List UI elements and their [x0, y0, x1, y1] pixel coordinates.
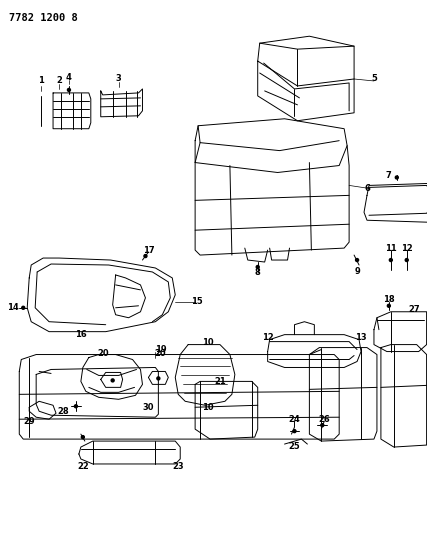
Circle shape	[68, 88, 71, 92]
Text: 9: 9	[354, 268, 360, 277]
Circle shape	[395, 176, 398, 179]
Text: 1: 1	[38, 76, 44, 85]
Text: 17: 17	[143, 246, 154, 255]
Text: 12: 12	[262, 333, 273, 342]
Text: 3: 3	[116, 75, 122, 84]
Text: 2: 2	[56, 76, 62, 85]
Text: 18: 18	[383, 295, 395, 304]
Text: 21: 21	[214, 377, 226, 386]
Circle shape	[111, 379, 114, 382]
Text: 24: 24	[288, 415, 300, 424]
Circle shape	[356, 259, 359, 262]
Text: 27: 27	[408, 305, 419, 314]
Text: 25: 25	[288, 441, 300, 450]
Text: 12: 12	[401, 244, 413, 253]
Text: 13: 13	[355, 333, 367, 342]
Circle shape	[321, 424, 324, 426]
Circle shape	[74, 405, 77, 408]
Text: 14: 14	[7, 303, 19, 312]
Text: 10: 10	[202, 403, 214, 412]
Circle shape	[256, 265, 259, 269]
Text: 11: 11	[385, 244, 397, 253]
Circle shape	[157, 377, 160, 380]
Text: 30: 30	[143, 403, 154, 412]
Text: 22: 22	[77, 463, 89, 472]
Circle shape	[22, 306, 25, 309]
Text: 6: 6	[364, 184, 370, 193]
Text: 7: 7	[386, 171, 392, 180]
Text: 16: 16	[75, 330, 87, 339]
Circle shape	[81, 435, 84, 439]
Text: 5: 5	[371, 75, 377, 84]
Text: 15: 15	[191, 297, 203, 306]
Text: 20: 20	[155, 349, 166, 358]
Circle shape	[405, 259, 408, 262]
Text: 7782 1200 8: 7782 1200 8	[9, 13, 78, 23]
Circle shape	[293, 430, 296, 433]
Text: 20: 20	[97, 349, 109, 358]
Text: 10: 10	[202, 338, 214, 347]
Text: 26: 26	[318, 415, 330, 424]
Circle shape	[387, 304, 390, 308]
Circle shape	[389, 259, 392, 262]
Text: 29: 29	[24, 417, 35, 426]
Text: 4: 4	[66, 74, 72, 83]
Text: 23: 23	[172, 463, 184, 472]
Circle shape	[144, 255, 147, 257]
Text: 28: 28	[57, 407, 69, 416]
Text: 8: 8	[255, 269, 261, 278]
Text: 19: 19	[155, 345, 166, 354]
